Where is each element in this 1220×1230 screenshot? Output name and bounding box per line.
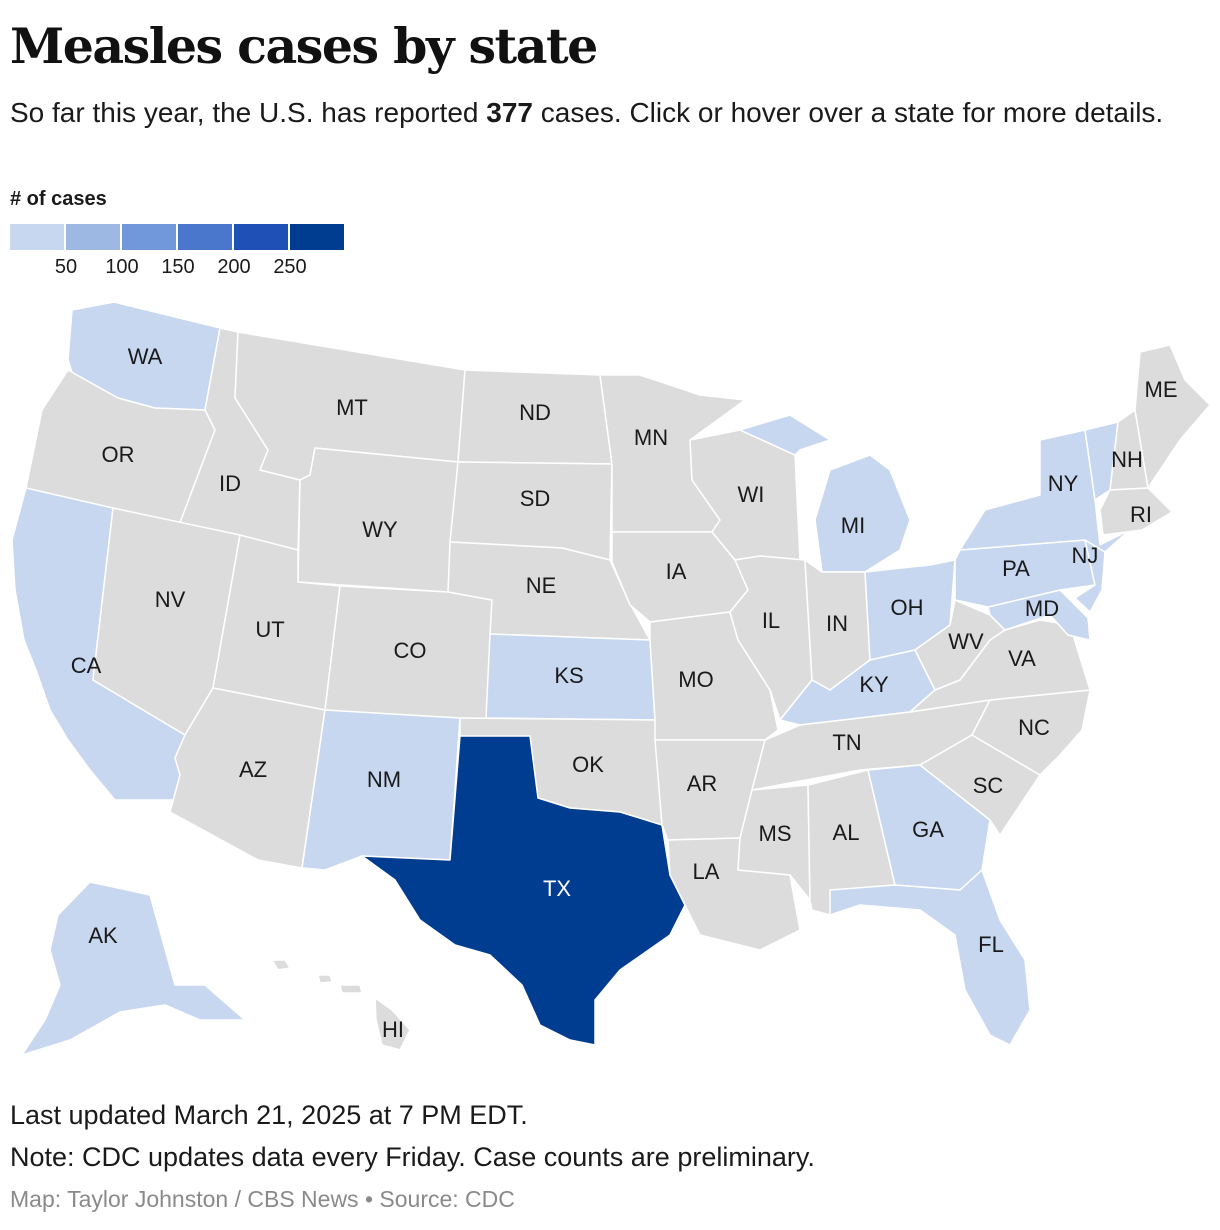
state-label-ri: RI	[1130, 502, 1152, 527]
state-label-ny: NY	[1048, 471, 1079, 496]
state-label-nh: NH	[1111, 447, 1143, 472]
state-label-oh: OH	[891, 595, 924, 620]
state-mi[interactable]	[739, 414, 911, 573]
state-label-ia: IA	[666, 559, 687, 584]
state-label-id: ID	[219, 471, 241, 496]
state-label-sd: SD	[520, 486, 551, 511]
legend-swatch-0	[10, 224, 64, 250]
state-label-ut: UT	[255, 617, 284, 642]
state-label-ne: NE	[526, 573, 557, 598]
state-label-ks: KS	[554, 663, 583, 688]
subtitle: So far this year, the U.S. has reported …	[10, 96, 1210, 130]
state-tx[interactable]	[361, 735, 686, 1046]
legend-tick-150: 150	[161, 256, 195, 278]
state-il[interactable]	[729, 555, 813, 721]
state-label-md: MD	[1025, 596, 1059, 621]
state-label-ms: MS	[759, 821, 792, 846]
state-label-ar: AR	[687, 771, 718, 796]
state-label-az: AZ	[239, 757, 267, 782]
data-note: Note: CDC updates data every Friday. Cas…	[10, 1142, 815, 1172]
state-label-mt: MT	[336, 395, 368, 420]
state-label-nm: NM	[367, 767, 401, 792]
source-credit: Map: Taylor Johnston / CBS News • Source…	[10, 1186, 515, 1212]
state-sc[interactable]	[919, 734, 1041, 836]
legend-tick-200: 200	[217, 256, 251, 278]
state-label-ok: OK	[572, 752, 604, 777]
state-label-me: ME	[1145, 377, 1178, 402]
legend-tick-250: 250	[273, 256, 307, 278]
state-md[interactable]	[987, 589, 1091, 641]
state-label-co: CO	[394, 638, 427, 663]
state-me[interactable]	[1134, 344, 1211, 489]
state-label-tx: TX	[543, 876, 571, 901]
subtitle-text-before: So far this year, the U.S. has reported	[10, 97, 487, 128]
last-updated: Last updated March 21, 2025 at 7 PM EDT.	[10, 1100, 528, 1130]
page-title: Measles cases by state	[10, 17, 598, 75]
state-label-wv: WV	[948, 629, 984, 654]
legend-color-scale	[10, 224, 346, 250]
state-label-wi: WI	[738, 482, 765, 507]
state-label-sc: SC	[973, 773, 1004, 798]
state-label-nc: NC	[1018, 715, 1050, 740]
legend-swatch-4	[234, 224, 288, 250]
us-choropleth-map: WA OR CA ID NV MT WY UT AZ CO NM ND SD NE KS OK TX MN IA MO…	[11, 301, 1211, 1056]
state-label-or: OR	[102, 442, 135, 467]
state-label-mn: MN	[634, 425, 668, 450]
state-ak[interactable]	[21, 881, 246, 1056]
state-hi[interactable]	[271, 959, 411, 1051]
state-label-ak: AK	[88, 923, 118, 948]
state-label-ga: GA	[912, 817, 944, 842]
legend-title: # of cases	[10, 188, 107, 210]
state-label-tn: TN	[832, 730, 861, 755]
state-label-nv: NV	[155, 587, 186, 612]
state-label-fl: FL	[978, 932, 1004, 957]
state-label-wy: WY	[362, 517, 398, 542]
legend-swatch-1	[66, 224, 120, 250]
state-label-wa: WA	[128, 344, 163, 369]
state-label-la: LA	[693, 859, 720, 884]
legend-tick-100: 100	[105, 256, 139, 278]
legend-tick-50: 50	[54, 256, 78, 278]
state-label-al: AL	[833, 820, 860, 845]
state-label-nd: ND	[519, 400, 551, 425]
legend-swatch-2	[122, 224, 176, 250]
state-ri[interactable]	[1099, 487, 1173, 536]
state-label-mi: MI	[841, 513, 865, 538]
state-label-nj: NJ	[1072, 543, 1099, 568]
legend-swatch-3	[178, 224, 232, 250]
legend-tick-labels: 50 100 150 200 250	[10, 256, 350, 282]
state-label-hi: HI	[382, 1017, 404, 1042]
subtitle-text-after: cases. Click or hover over a state for m…	[532, 97, 1164, 128]
state-label-mo: MO	[678, 667, 713, 692]
state-label-ca: CA	[71, 653, 102, 678]
state-label-va: VA	[1008, 646, 1036, 671]
state-label-il: IL	[762, 608, 780, 633]
state-fl[interactable]	[829, 869, 1031, 1046]
state-label-in: IN	[826, 611, 848, 636]
total-cases-count: 377	[486, 97, 533, 128]
state-label-ky: KY	[859, 672, 889, 697]
legend-swatch-5	[290, 224, 344, 250]
state-label-pa: PA	[1002, 556, 1030, 581]
